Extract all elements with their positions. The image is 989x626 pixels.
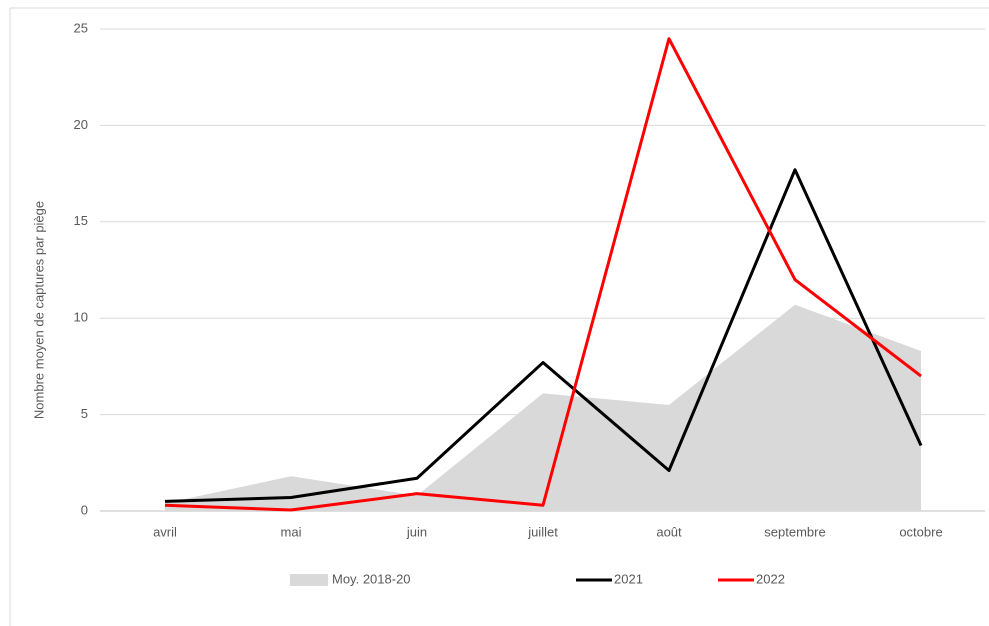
y-tick-label: 20 [74, 117, 88, 132]
y-tick-label: 10 [74, 310, 88, 325]
legend-label: Moy. 2018-20 [332, 571, 411, 586]
x-tick-label: octobre [899, 524, 942, 539]
legend-label: 2022 [756, 571, 785, 586]
x-tick-label: août [656, 524, 682, 539]
area [165, 304, 921, 511]
x-tick-label: mai [281, 524, 302, 539]
y-tick-label: 0 [81, 502, 88, 517]
line [164, 168, 923, 503]
y-tick-label: 5 [81, 406, 88, 421]
x-tick-label: avril [153, 524, 177, 539]
line [164, 37, 922, 512]
legend-swatch [290, 574, 328, 586]
y-axis-title: Nombre moyen de captures par piège [31, 201, 46, 419]
x-tick-label: juillet [527, 524, 558, 539]
x-tick-label: septembre [764, 524, 825, 539]
y-tick-label: 15 [74, 213, 88, 228]
legend-label: 2021 [614, 571, 643, 586]
x-tick-label: juin [406, 524, 427, 539]
y-tick-label: 25 [74, 20, 88, 35]
